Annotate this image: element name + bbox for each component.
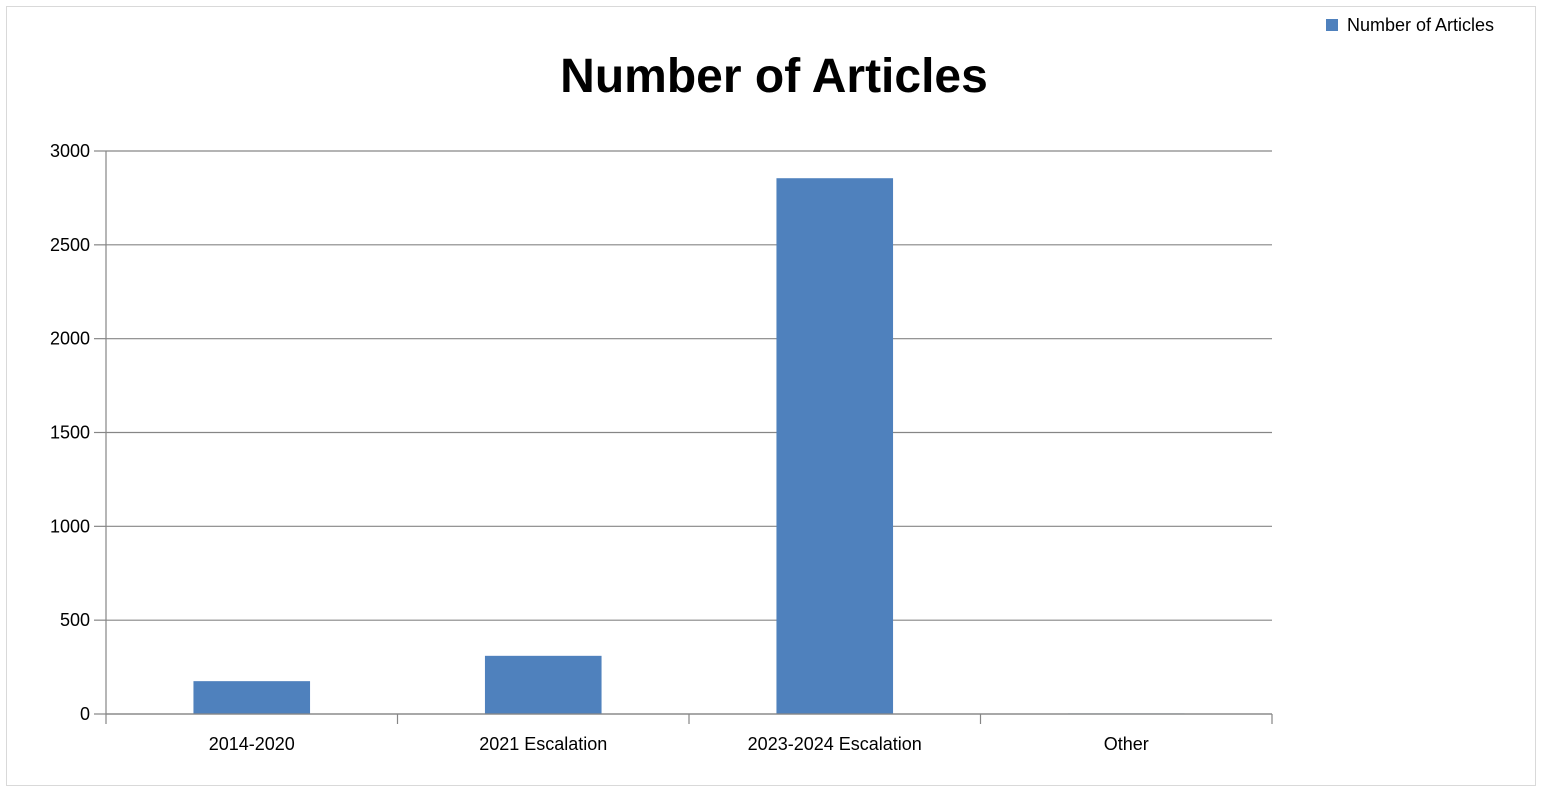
bar — [776, 178, 894, 714]
x-tick-label: 2014-2020 — [209, 734, 295, 754]
bar — [484, 655, 602, 714]
legend-label: Number of Articles — [1347, 15, 1494, 35]
bar-chart: Number of Articles Number of Articles 0 5… — [50, 15, 1494, 754]
bar — [193, 681, 311, 714]
y-tick-label: 2500 — [50, 235, 90, 255]
y-tick-label: 3000 — [50, 141, 90, 161]
x-tick-label: 2023-2024 Escalation — [748, 734, 922, 754]
y-axis: 0 500 1000 1500 2000 2500 3000 — [50, 141, 107, 724]
bars — [193, 178, 1185, 714]
y-tick-label: 0 — [80, 704, 90, 724]
gridlines — [106, 150, 1272, 715]
y-tick-label: 500 — [60, 610, 90, 630]
x-tick-label: 2021 Escalation — [479, 734, 607, 754]
legend: Number of Articles — [1326, 15, 1494, 35]
x-tick-label: Other — [1104, 734, 1149, 754]
y-tick-label: 1000 — [50, 516, 90, 536]
y-tick-label: 1500 — [50, 423, 90, 443]
chart-title: Number of Articles — [560, 50, 988, 103]
y-tick-label: 2000 — [50, 329, 90, 349]
x-axis: 2014-2020 2021 Escalation 2023-2024 Escala… — [105, 713, 1273, 754]
legend-swatch — [1326, 19, 1338, 31]
